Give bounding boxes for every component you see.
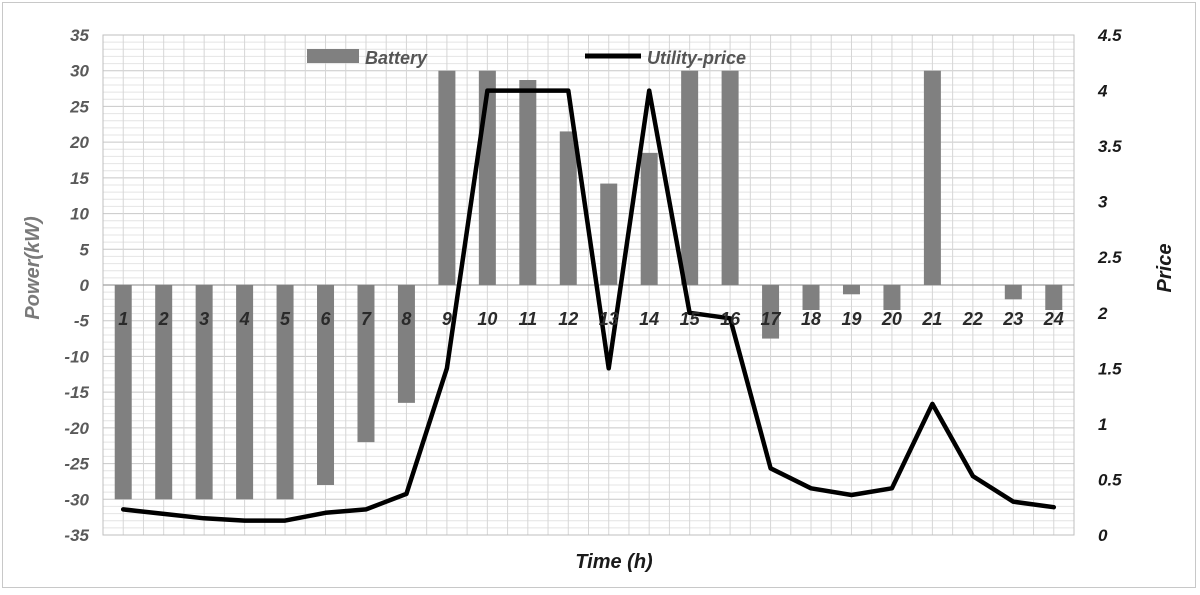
- battery-bar-14: [640, 152, 658, 285]
- category-label: 3: [199, 309, 209, 329]
- battery-bar-21: [923, 70, 941, 285]
- battery-bar-3: [195, 285, 213, 500]
- y-tick-label: 25: [69, 97, 89, 116]
- y-tick-label: -15: [64, 383, 89, 402]
- y-tick-label: -25: [64, 455, 89, 474]
- legend: Battery Utility-price: [307, 48, 746, 68]
- utility-price-polyline: [120, 88, 1057, 523]
- battery-bar-11: [519, 80, 537, 285]
- category-label: 19: [841, 309, 861, 329]
- y-tick-label: 0: [80, 276, 90, 295]
- battery-bar-18: [802, 285, 820, 310]
- y2-tick-label: 4.5: [1097, 26, 1122, 45]
- y-tick-label: 35: [70, 26, 89, 45]
- battery-bar-16: [721, 70, 739, 285]
- y2-axis-title: Price: [1154, 244, 1176, 293]
- category-label: 10: [477, 309, 497, 329]
- right-axis-ticks: 4.5 4 3.5 3 2.5 2 1.5 1 0.5 0: [1097, 26, 1122, 545]
- category-label: 24: [1043, 309, 1064, 329]
- battery-bar-2: [155, 285, 173, 500]
- category-label: 14: [639, 309, 659, 329]
- battery-bar-13: [600, 183, 618, 285]
- y-tick-label: 20: [69, 133, 89, 152]
- battery-bar-15: [681, 70, 699, 285]
- utility-price-line: [120, 88, 1057, 523]
- battery-bar-23: [1004, 285, 1022, 300]
- battery-bar-12: [559, 131, 577, 285]
- category-labels: 1 2 3 4 5 6 7 8 9 10 11 12 13 14 15 16 17 18 19 20 21 22 23 24: [118, 309, 1064, 329]
- category-label: 6: [321, 309, 332, 329]
- legend-battery-swatch: [307, 49, 359, 63]
- category-label: 23: [1002, 309, 1023, 329]
- battery-bar-6: [317, 285, 335, 485]
- y2-tick-label: 4: [1097, 82, 1108, 101]
- y2-tick-label: 2: [1097, 304, 1108, 323]
- y2-tick-label: 1.5: [1098, 359, 1122, 378]
- plot-area: [102, 34, 1075, 536]
- category-label: 2: [158, 309, 169, 329]
- battery-bar-20: [883, 285, 901, 310]
- category-label: 7: [361, 309, 372, 329]
- y2-tick-label: 0: [1098, 526, 1108, 545]
- category-label: 15: [680, 309, 701, 329]
- y-tick-label: 15: [70, 169, 89, 188]
- category-label: 20: [881, 309, 902, 329]
- category-label: 13: [599, 309, 619, 329]
- category-label: 8: [401, 309, 411, 329]
- battery-bar-17: [762, 285, 780, 339]
- category-label: 11: [518, 309, 537, 329]
- category-label: 12: [558, 309, 578, 329]
- chart-frame: 35 30 25 20 15 10 5 0 -5 -10 -15 -20 -25 -30 -35 4.5 4 3…: [2, 2, 1196, 588]
- y-tick-label: 5: [80, 240, 90, 259]
- y2-tick-label: 3.5: [1098, 137, 1122, 156]
- y2-tick-label: 1: [1098, 415, 1107, 434]
- category-label: 1: [118, 309, 128, 329]
- legend-battery-label: Battery: [365, 48, 428, 68]
- x-axis-title: Time (h): [575, 551, 653, 573]
- y-tick-label: -35: [64, 526, 89, 545]
- y-tick-label: 10: [70, 205, 89, 224]
- y-axis-title: Power(kW): [22, 216, 44, 320]
- y-tick-label: 30: [70, 62, 89, 81]
- legend-price-label: Utility-price: [647, 48, 746, 68]
- y-tick-label: -20: [64, 419, 89, 438]
- category-label: 22: [962, 309, 983, 329]
- y2-tick-label: 2.5: [1097, 248, 1122, 267]
- battery-bar-8: [397, 285, 415, 403]
- battery-bar-24: [1045, 285, 1063, 310]
- category-label: 9: [442, 309, 452, 329]
- y2-tick-label: 0.5: [1098, 470, 1122, 489]
- category-label: 17: [761, 309, 782, 329]
- battery-bar-5: [276, 285, 294, 500]
- category-label: 21: [921, 309, 942, 329]
- y-tick-label: -5: [74, 312, 90, 331]
- battery-bar-4: [236, 285, 254, 500]
- y-tick-label: -30: [64, 490, 89, 509]
- battery-bar-19: [842, 285, 860, 295]
- battery-bar-9: [438, 70, 456, 285]
- y-tick-label: -10: [64, 347, 89, 366]
- category-label: 5: [280, 309, 291, 329]
- battery-bar-7: [357, 285, 375, 443]
- category-label: 16: [720, 309, 741, 329]
- y2-tick-label: 3: [1098, 193, 1108, 212]
- category-label: 4: [239, 309, 250, 329]
- battery-bar-1: [114, 285, 132, 500]
- category-label: 18: [801, 309, 821, 329]
- left-axis-ticks: 35 30 25 20 15 10 5 0 -5 -10 -15 -20 -25 -30 -35: [64, 26, 89, 545]
